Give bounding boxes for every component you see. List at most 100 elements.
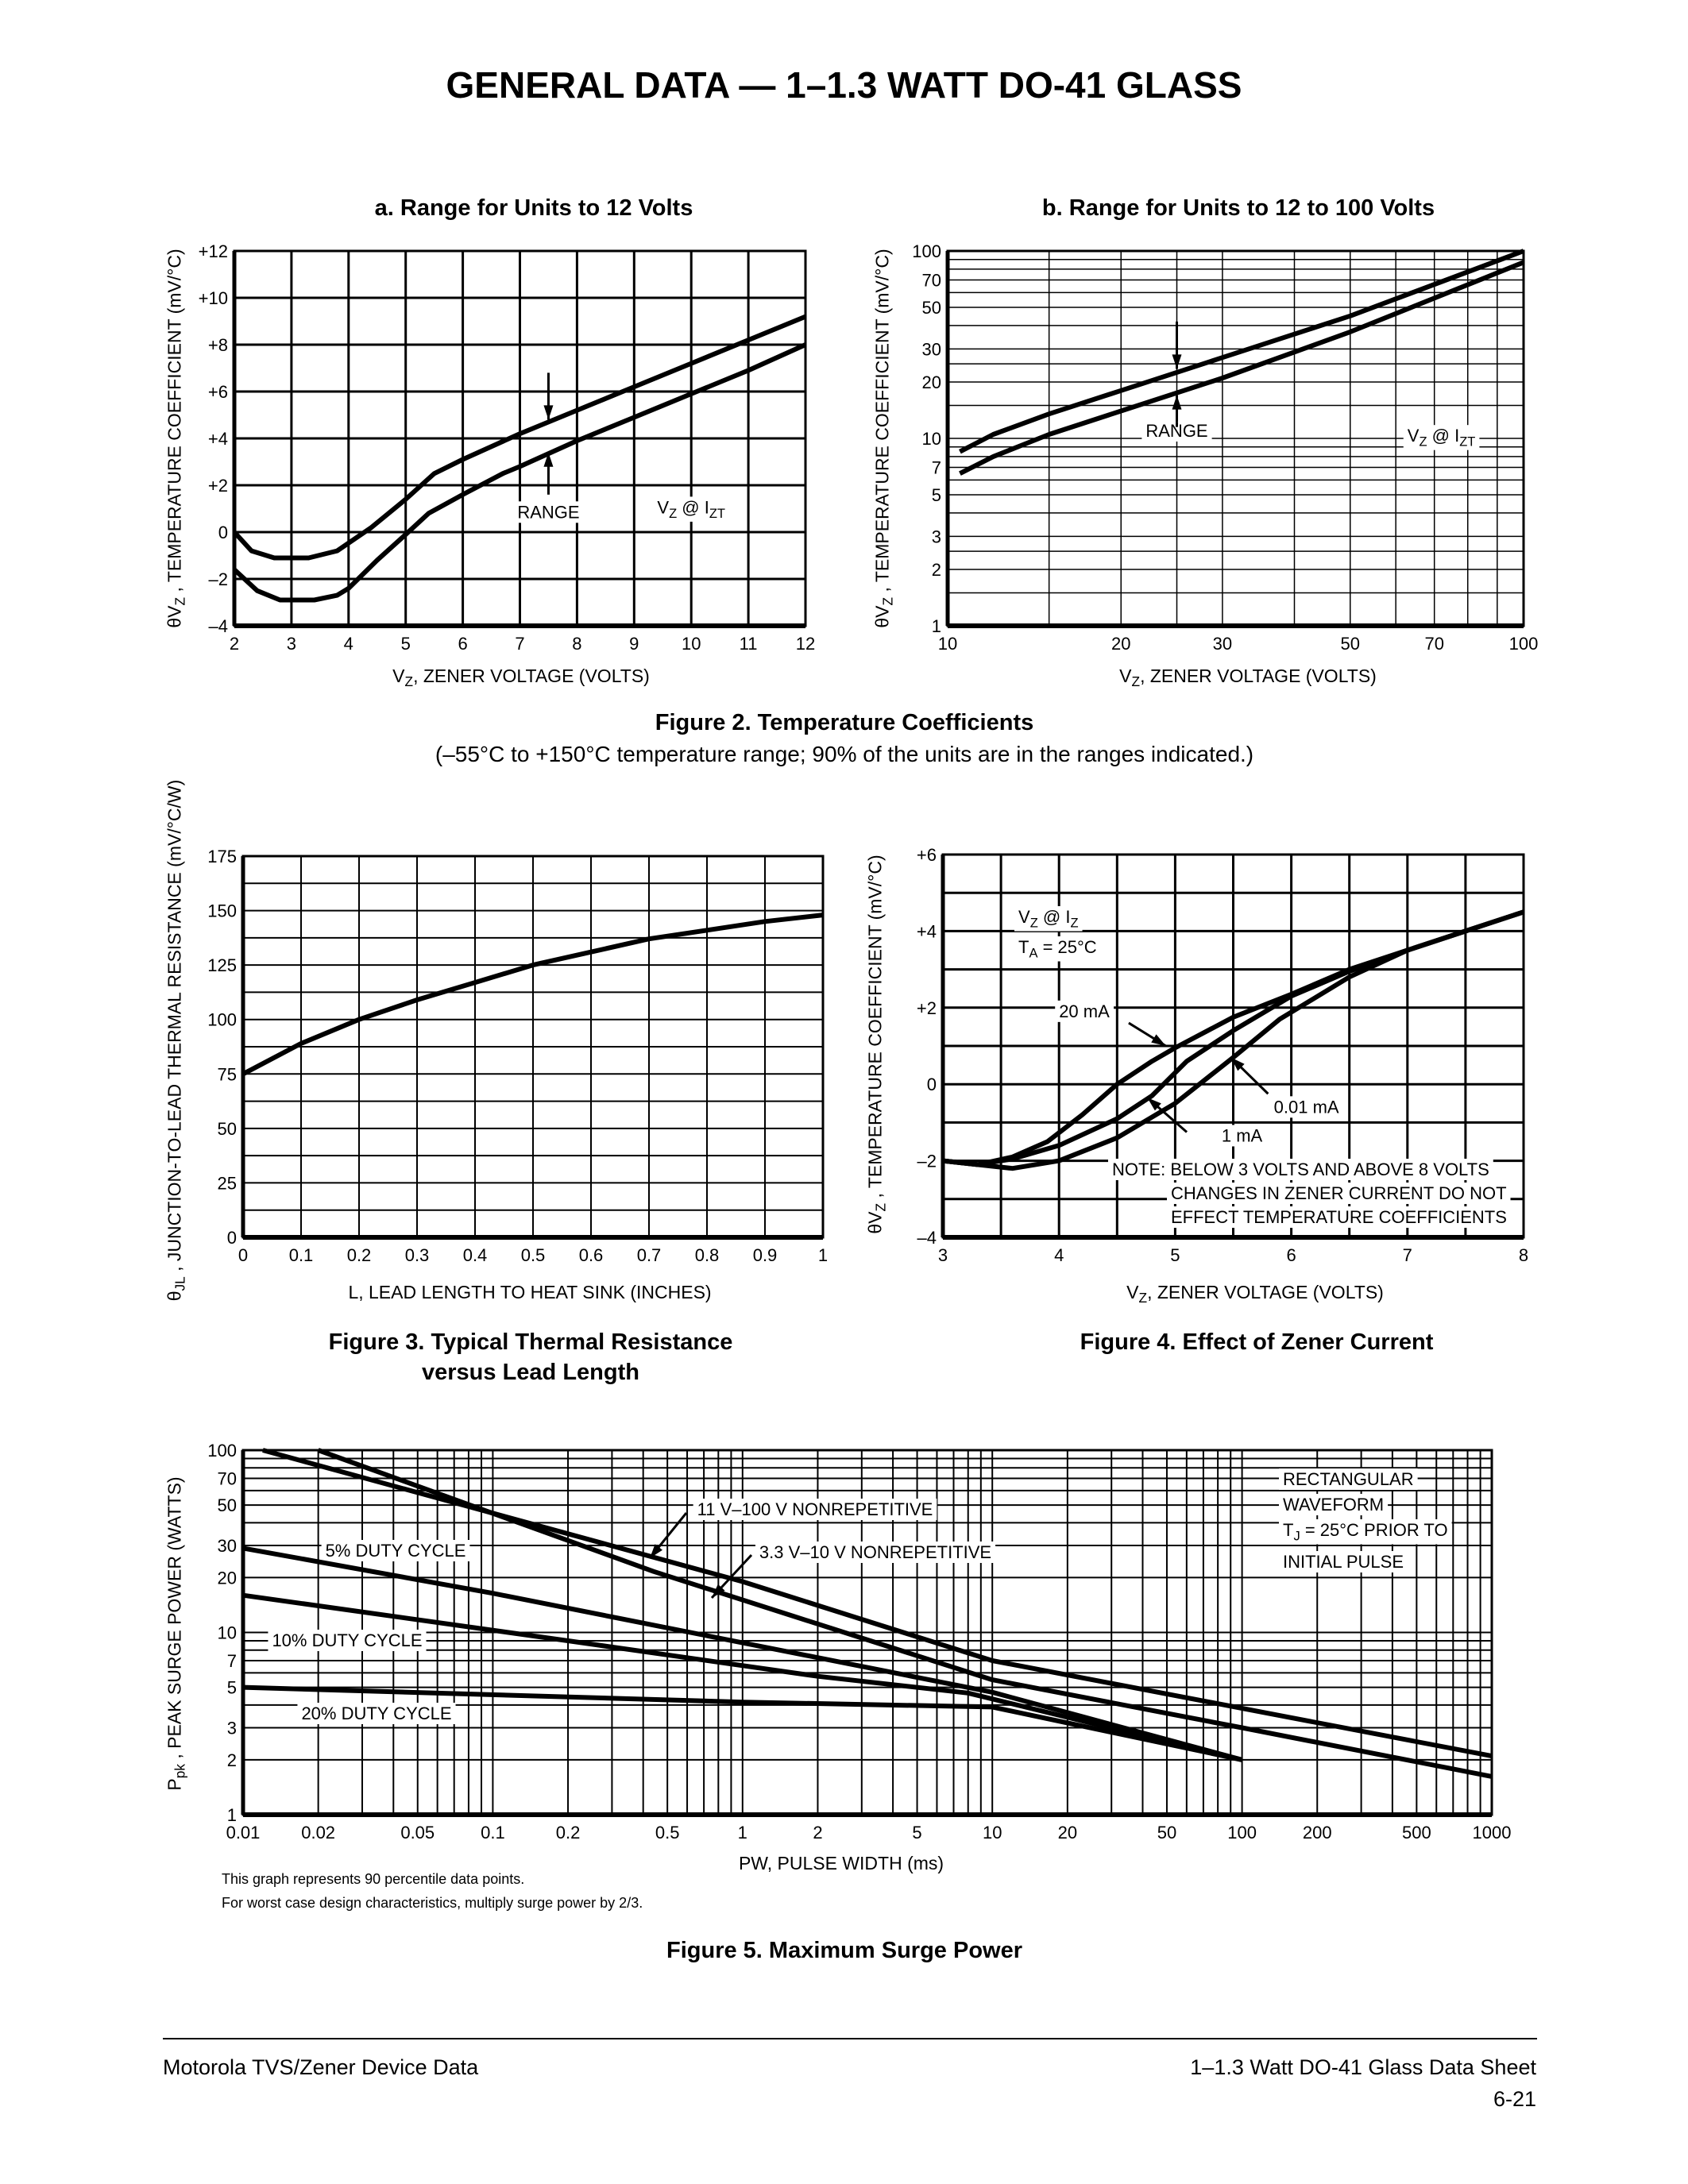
chart-a-x-axis-label: VZ, ZENER VOLTAGE (VOLTS): [392, 666, 650, 690]
series-label-11-100v-group: 11 V–100 V NONREPETITIVE: [693, 1499, 937, 1520]
temperature-label-group: TA = 25°C: [1014, 936, 1101, 962]
text-run: V: [1018, 907, 1030, 927]
series-label-20pct-group: 20% DUTY CYCLE: [297, 1703, 456, 1724]
x-tick-label: 0.5: [655, 1823, 680, 1843]
label-background: [513, 501, 584, 523]
x-tick-label: 1000: [1473, 1823, 1512, 1843]
subscript: Z: [1030, 916, 1038, 931]
y-tick-label: 75: [218, 1064, 237, 1084]
figure5-note-2: For worst case design characteristics, m…: [222, 1895, 643, 1911]
subscript: ZT: [1459, 435, 1475, 450]
y-tick-label: +4: [208, 429, 228, 449]
condition-label-group: VZ @ IZ: [1014, 906, 1083, 932]
text-run: 5% DUTY CYCLE: [326, 1541, 466, 1561]
condition-label: VZ @ IZ: [1018, 907, 1079, 931]
series-label-11-100v: 11 V–100 V NONREPETITIVE: [697, 1499, 933, 1519]
text-run: 0.01 mA: [1274, 1097, 1339, 1117]
series-label-5pct-group: 5% DUTY CYCLE: [321, 1540, 470, 1561]
y-tick-label: +6: [917, 845, 937, 865]
y-tick-label: 1: [227, 1805, 237, 1825]
x-tick-label: 4: [344, 634, 353, 654]
label-background: [1055, 1000, 1114, 1022]
label-background: [1279, 1551, 1408, 1572]
y-tick-label: 25: [218, 1173, 237, 1193]
text-run: 3.3 V–10 V NONREPETITIVE: [759, 1542, 991, 1562]
y-tick-label: 175: [207, 847, 237, 866]
series-label-20ma: 20 mA: [1059, 1001, 1110, 1021]
x-tick-label: 100: [1227, 1823, 1257, 1843]
series-label-5pct: 5% DUTY CYCLE: [326, 1541, 466, 1561]
series-label-20pct: 20% DUTY CYCLE: [301, 1704, 451, 1723]
x-tick-label: 5: [912, 1823, 921, 1843]
text-run: = 25°C: [1037, 937, 1096, 957]
label-background: [1279, 1519, 1452, 1545]
x-tick-label: 50: [1341, 634, 1360, 654]
x-tick-label: 6: [1286, 1245, 1296, 1265]
series-label-20ma-group: 20 mA: [1055, 1000, 1114, 1022]
waveform-note-line: INITIAL PULSE: [1283, 1552, 1404, 1572]
y-tick-label: 0: [227, 1228, 237, 1248]
condition-label-group: VZ @ IZT: [653, 496, 730, 522]
label-background: [1014, 936, 1101, 962]
x-tick-label: 5: [1170, 1245, 1180, 1265]
x-tick-label: 12: [796, 634, 815, 654]
y-tick-label: 7: [932, 458, 941, 478]
y-tick-label: +2: [208, 476, 228, 496]
y-tick-label: 10: [922, 429, 941, 449]
note-line: NOTE: BELOW 3 VOLTS AND ABOVE 8 VOLTS: [1112, 1160, 1489, 1179]
y-tick-label: 1: [932, 616, 941, 636]
arrow-001ma-head: [1230, 1057, 1245, 1071]
x-label-sub: Z: [404, 673, 414, 690]
chart-2: 0 0.1 0.2 0.3 0.4 0.5 0.6 0.7 0.8 0.9 1 0 25 50 75 100 1…: [207, 847, 828, 1265]
figure5-note-1: This graph represents 90 percentile data…: [222, 1871, 525, 1887]
waveform-note-line-group: RECTANGULAR: [1279, 1468, 1418, 1490]
x-tick-label: 0.4: [463, 1245, 488, 1265]
range-arrow-up-head: [1172, 395, 1182, 410]
text-run: RANGE: [517, 502, 579, 522]
y-tick-label: 5: [932, 485, 941, 505]
y-tick-label: +12: [199, 241, 228, 261]
text-run: 20% DUTY CYCLE: [301, 1704, 451, 1723]
annotations: 11 V–100 V NONREPETITIVE 3.3 V–10 V NONRE…: [268, 1468, 1452, 1724]
range-label-group: RANGE: [513, 501, 584, 523]
x-tick-label: 0.05: [400, 1823, 435, 1843]
label-background: [1279, 1494, 1389, 1515]
series-label-001ma-group: 0.01 mA: [1269, 1096, 1343, 1118]
footer-rule: [163, 2038, 1537, 2039]
note-line: EFFECT TEMPERATURE COEFFICIENTS: [1171, 1207, 1507, 1227]
label-background: [653, 496, 730, 522]
x-tick-label: 7: [515, 634, 524, 654]
text-run: = 25°C PRIOR TO: [1300, 1520, 1448, 1540]
series-label-1ma: 1 mA: [1222, 1126, 1263, 1146]
footer-right: 1–1.3 Watt DO-41 Glass Data Sheet: [1190, 2055, 1536, 2079]
text-run: 11 V–100 V NONREPETITIVE: [697, 1499, 933, 1519]
y-tick-label: 70: [218, 1469, 237, 1489]
x-tick-label: 20: [1058, 1823, 1077, 1843]
x-tick-label: 1: [738, 1823, 747, 1843]
x-tick-label: 3: [938, 1245, 948, 1265]
y-tick-label: 125: [207, 955, 237, 975]
label-background: [1014, 906, 1083, 932]
x-label-sub: Z: [1131, 673, 1141, 690]
x-tick-label: 200: [1303, 1823, 1332, 1843]
x-tick-label: 8: [572, 634, 581, 654]
text-run: @ I: [1038, 907, 1071, 927]
y-tick-label: 30: [922, 339, 941, 359]
condition-label-group: VZ @ IZT: [1403, 425, 1480, 450]
figure5-caption: Figure 5. Maximum Surge Power: [666, 1938, 1022, 1963]
label-background: [1167, 1206, 1511, 1228]
label-background: [1217, 1125, 1267, 1147]
x-tick-label: 0.1: [481, 1823, 505, 1843]
arrow-20ma-head: [1151, 1034, 1166, 1046]
x-tick-label: 9: [629, 634, 639, 654]
y-tick-label: –2: [917, 1152, 937, 1171]
label-background: [693, 1499, 937, 1520]
text-run: @ I: [1427, 426, 1460, 446]
series-line-2: [242, 1545, 1243, 1762]
x-tick-label: 10: [983, 1823, 1002, 1843]
y-tick-label: 50: [218, 1495, 237, 1515]
page-title: GENERAL DATA — 1–1.3 WATT DO-41 GLASS: [446, 64, 1242, 106]
waveform-note-line-group: WAVEFORM: [1279, 1494, 1389, 1515]
